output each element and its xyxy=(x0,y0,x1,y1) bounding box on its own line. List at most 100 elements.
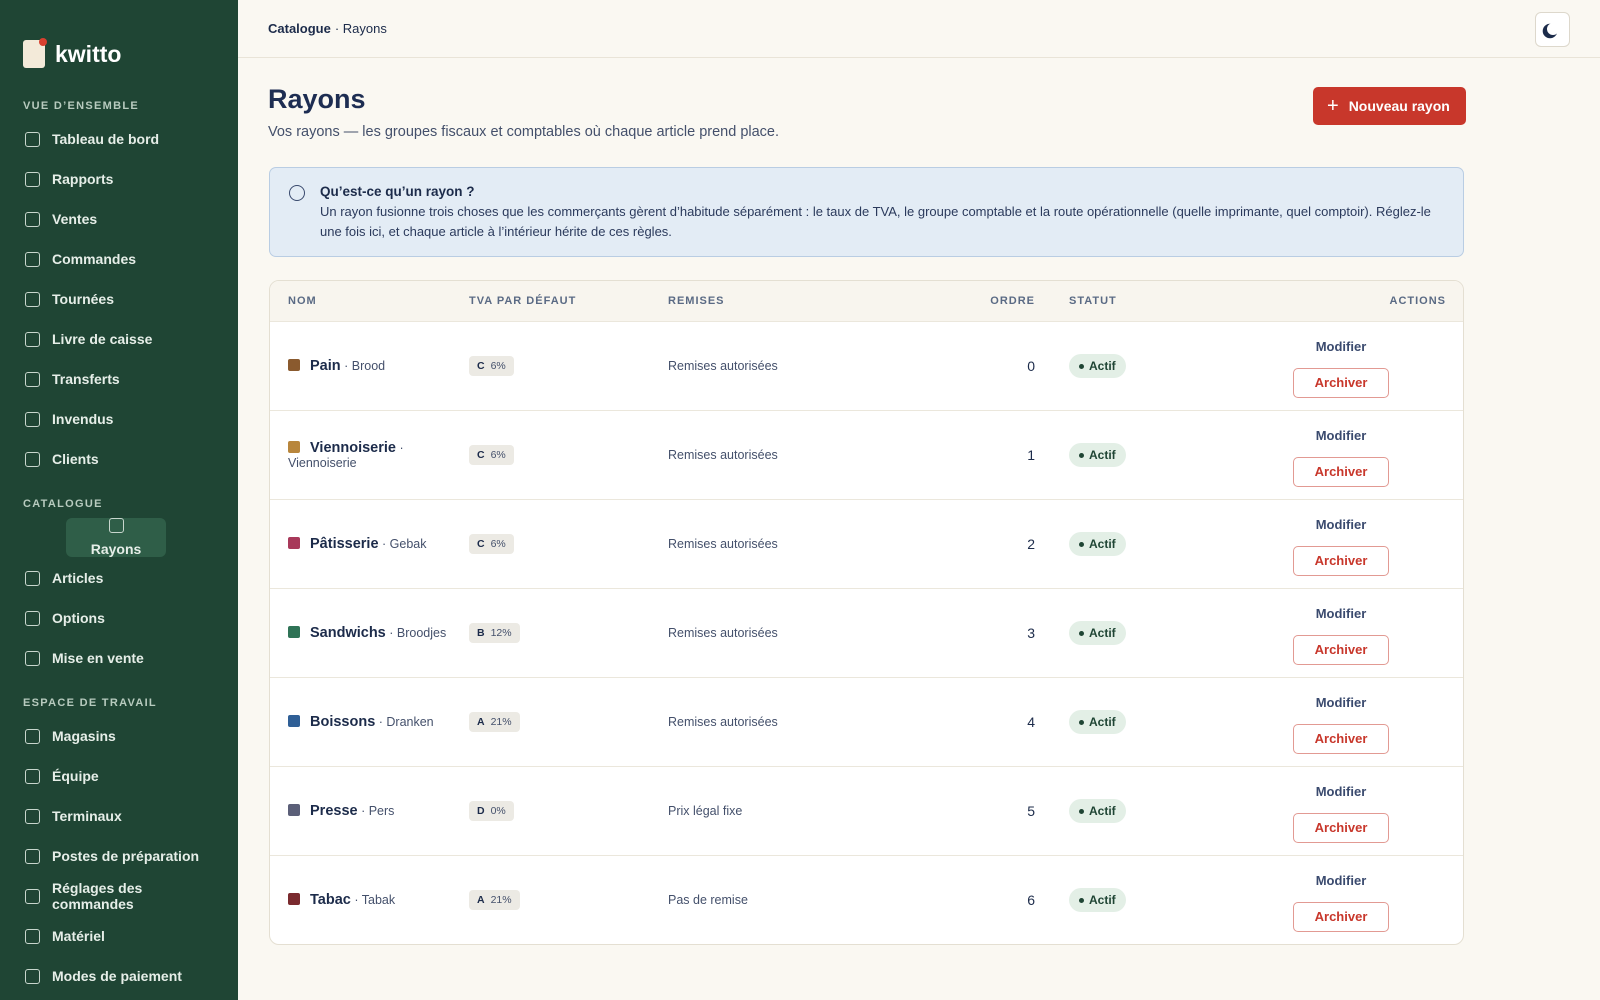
brand-name: kwitto xyxy=(55,40,122,67)
nav-icon xyxy=(25,968,40,984)
table-row: Pain · Brood C 6% Remises autorisées 0 Actif M… xyxy=(270,321,1463,410)
rayon-alt-name: · Brood xyxy=(344,359,386,373)
nav-item[interactable]: Postes de préparation xyxy=(15,837,223,875)
nav-item[interactable]: Terminaux xyxy=(15,797,223,835)
cell-tva: C 6% xyxy=(469,445,668,465)
edit-button[interactable]: Modifier xyxy=(1315,873,1367,888)
archive-button[interactable]: Archiver xyxy=(1293,546,1389,576)
archive-button[interactable]: Archiver xyxy=(1293,635,1389,665)
archive-button[interactable]: Archiver xyxy=(1293,368,1389,398)
ordre-value: 6 xyxy=(1027,892,1035,908)
nav-icon xyxy=(25,888,40,904)
breadcrumb-link[interactable]: Catalogue xyxy=(268,21,331,36)
cell-actions: Modifier Archiver xyxy=(1291,423,1391,487)
tva-rate: 6% xyxy=(490,538,506,550)
archive-button[interactable]: Archiver xyxy=(1293,902,1389,932)
color-swatch xyxy=(288,626,300,638)
nav-item[interactable]: Clients xyxy=(15,440,223,478)
tva-code: A xyxy=(477,894,485,906)
archive-button[interactable]: Archiver xyxy=(1293,813,1389,843)
rayon-alt-name: · Dranken xyxy=(378,715,434,729)
nav-icon xyxy=(25,808,40,824)
tva-badge: A 21% xyxy=(469,712,520,732)
column-header: NOM xyxy=(288,295,317,307)
info-icon xyxy=(289,185,305,201)
cell-name: Viennoiserie · Viennoiserie xyxy=(270,440,469,470)
brand: kwitto xyxy=(0,0,238,82)
nav-label: Transferts xyxy=(52,371,120,387)
status-badge: Actif xyxy=(1069,443,1126,467)
edit-button[interactable]: Modifier xyxy=(1315,428,1367,443)
nav-item[interactable]: Tableau de bord xyxy=(15,120,223,158)
ordre-value: 1 xyxy=(1027,447,1035,463)
status-badge: Actif xyxy=(1069,888,1126,912)
rayon-name: Boissons xyxy=(310,714,376,730)
nav-item[interactable]: Rapports xyxy=(15,160,223,198)
ordre-value: 3 xyxy=(1027,625,1035,641)
nav-item[interactable]: Mise en vente xyxy=(15,639,223,677)
info-text: Un rayon fusionne trois choses que les c… xyxy=(320,204,1431,239)
nav-label: Équipe xyxy=(52,768,99,784)
nav-item[interactable]: Tournées xyxy=(15,280,223,318)
cell-name: Sandwichs · Broodjes xyxy=(270,625,469,641)
cell-tva: C 6% xyxy=(469,534,668,554)
cell-remises: Remises autorisées xyxy=(668,537,778,551)
cell-statut: Actif xyxy=(1035,532,1235,556)
cell-statut: Actif xyxy=(1035,621,1235,645)
nav-icon xyxy=(25,331,40,347)
info-title: Qu’est-ce qu’un rayon ? xyxy=(320,184,475,199)
rayon-alt-name: · Broodjes xyxy=(389,626,447,640)
cell-actions: Modifier Archiver xyxy=(1291,868,1391,932)
table-header: NOM TVA PAR DÉFAUT REMISES ORDRE STATUT ACTIO… xyxy=(270,281,1463,321)
tva-rate: 12% xyxy=(490,627,512,639)
edit-button[interactable]: Modifier xyxy=(1315,517,1367,532)
color-swatch xyxy=(288,537,300,549)
nav-item[interactable]: Livre de caisse xyxy=(15,320,223,358)
color-swatch xyxy=(288,715,300,727)
rayon-alt-name: · Viennoiserie xyxy=(288,441,404,470)
nav-icon xyxy=(25,451,40,467)
cell-actions: Modifier Archiver xyxy=(1291,512,1391,576)
nav-icon xyxy=(25,211,40,227)
nav-item[interactable]: Commandes xyxy=(15,240,223,278)
nav-label: Terminaux xyxy=(52,808,122,824)
cell-statut: Actif xyxy=(1035,888,1235,912)
nav-item[interactable]: Matériel xyxy=(15,917,223,955)
nav-item[interactable]: Ventes xyxy=(15,200,223,238)
nav-item[interactable]: Transferts xyxy=(15,360,223,398)
new-button[interactable]: + Nouveau rayon xyxy=(1313,87,1466,125)
nav-item[interactable]: Magasins xyxy=(15,717,223,755)
column-header: REMISES xyxy=(668,295,725,307)
nav-label: Commandes xyxy=(52,251,137,267)
nav-icon xyxy=(25,251,40,267)
cell-remises: Remises autorisées xyxy=(668,715,778,729)
nav-item[interactable]: Équipe xyxy=(15,757,223,795)
nav-icon xyxy=(25,728,40,744)
cell-remises: Pas de remise xyxy=(668,893,748,907)
edit-button[interactable]: Modifier xyxy=(1315,606,1367,621)
edit-button[interactable]: Modifier xyxy=(1315,784,1367,799)
edit-button[interactable]: Modifier xyxy=(1315,339,1367,354)
rayon-name: Pâtisserie xyxy=(310,536,379,552)
theme-toggle[interactable] xyxy=(1535,12,1570,47)
tva-badge: C 6% xyxy=(469,356,514,376)
nav-item[interactable]: Options xyxy=(15,599,223,637)
tva-code: B xyxy=(477,627,485,639)
nav-icon xyxy=(25,411,40,427)
cell-name: Boissons · Dranken xyxy=(270,714,469,730)
archive-button[interactable]: Archiver xyxy=(1293,457,1389,487)
cell-remises: Remises autorisées xyxy=(668,626,778,640)
nav-item[interactable]: Invendus xyxy=(15,400,223,438)
nav-item[interactable]: Rayons xyxy=(66,518,166,557)
nav-item[interactable]: Modes de paiement xyxy=(15,957,223,995)
edit-button[interactable]: Modifier xyxy=(1315,695,1367,710)
rayon-alt-name: · Tabak xyxy=(354,893,396,907)
status-badge: Actif xyxy=(1069,354,1126,378)
tva-rate: 0% xyxy=(490,805,506,817)
nav-item[interactable]: Articles xyxy=(15,559,223,597)
archive-button[interactable]: Archiver xyxy=(1293,724,1389,754)
cell-ordre: 3 xyxy=(918,625,1035,641)
nav-icon xyxy=(25,650,40,666)
rayon-name: Viennoiserie xyxy=(310,440,396,456)
nav-item[interactable]: Réglages des commandes xyxy=(15,877,223,915)
